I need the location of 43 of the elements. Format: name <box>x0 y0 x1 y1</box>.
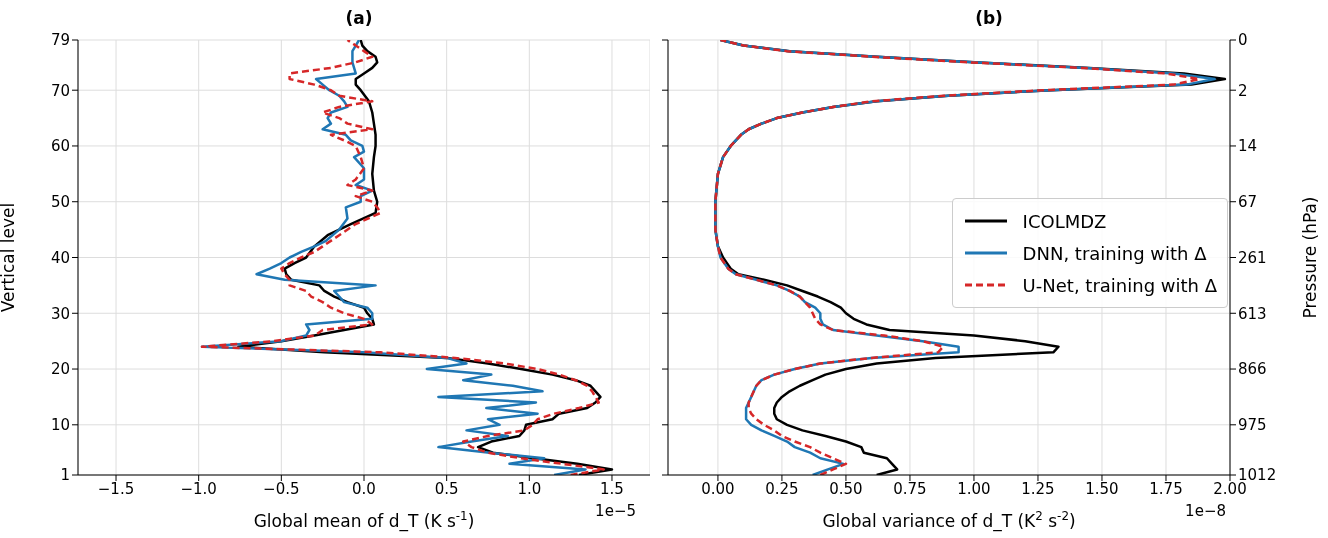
text: 0 <box>1238 31 1248 50</box>
y-tick-label: 79 <box>50 31 70 50</box>
y-tick-label: 30 <box>50 304 70 323</box>
y-tick-label: 70 <box>50 81 70 100</box>
text: 261 <box>1238 248 1267 267</box>
y-tick-label: 10 <box>50 416 70 435</box>
x-tick-label: 0.75 <box>893 479 927 498</box>
text: 67 <box>1238 193 1258 212</box>
y-tick-label: 20 <box>50 360 70 379</box>
y2-axis-title: Pressure (hPa) <box>1300 196 1320 319</box>
x-tick-label: −1.5 <box>97 479 135 498</box>
text: 1e−5 <box>595 502 636 520</box>
text: 2 <box>1238 81 1248 100</box>
x-tick-label: 1.00 <box>957 479 991 498</box>
x-tick-label: 1.25 <box>1021 479 1055 498</box>
x-tick-label: 1.75 <box>1149 479 1183 498</box>
x-tick-label: 1.50 <box>1085 479 1119 498</box>
x-tick-label: −0.5 <box>263 479 300 498</box>
x-tick-label: 0.0 <box>352 479 376 498</box>
text: 1e−8 <box>1185 502 1226 520</box>
x-tick-label: −1.0 <box>180 479 217 498</box>
y-tick-label: 40 <box>50 248 70 267</box>
y-axis-title: Vertical level <box>0 202 18 313</box>
y-tick-label: 60 <box>50 137 70 156</box>
y-tick-label: 50 <box>50 193 70 212</box>
text: 866 <box>1238 360 1267 379</box>
chart-title: (a) <box>344 8 374 28</box>
text: 975 <box>1238 416 1267 435</box>
legend-label: DNN, training with Δ <box>1022 242 1207 264</box>
x-tick-label: 1.0 <box>517 479 542 498</box>
x-tick-label: 1.5 <box>600 479 624 498</box>
legend-label: ICOLMDZ <box>1022 210 1107 232</box>
x-tick-label: 0.5 <box>434 479 459 498</box>
x-axis-title: Global mean of d_T (K s$^{-1}$) <box>253 509 475 532</box>
y-tick-label: 1 <box>60 466 70 485</box>
x-axis-title: Global variance of d_T (K$^{2}$ s$^{-2}$) <box>822 509 1076 532</box>
x-tick-label: 0.25 <box>765 479 799 498</box>
legend-label: U-Net, training with Δ <box>1022 274 1217 296</box>
x-tick-label: 0.50 <box>829 479 863 498</box>
text: 613 <box>1238 304 1267 323</box>
text: 14 <box>1238 137 1258 156</box>
x-tick-label: 0.00 <box>701 479 735 498</box>
chart-title: (b) <box>974 8 1004 28</box>
